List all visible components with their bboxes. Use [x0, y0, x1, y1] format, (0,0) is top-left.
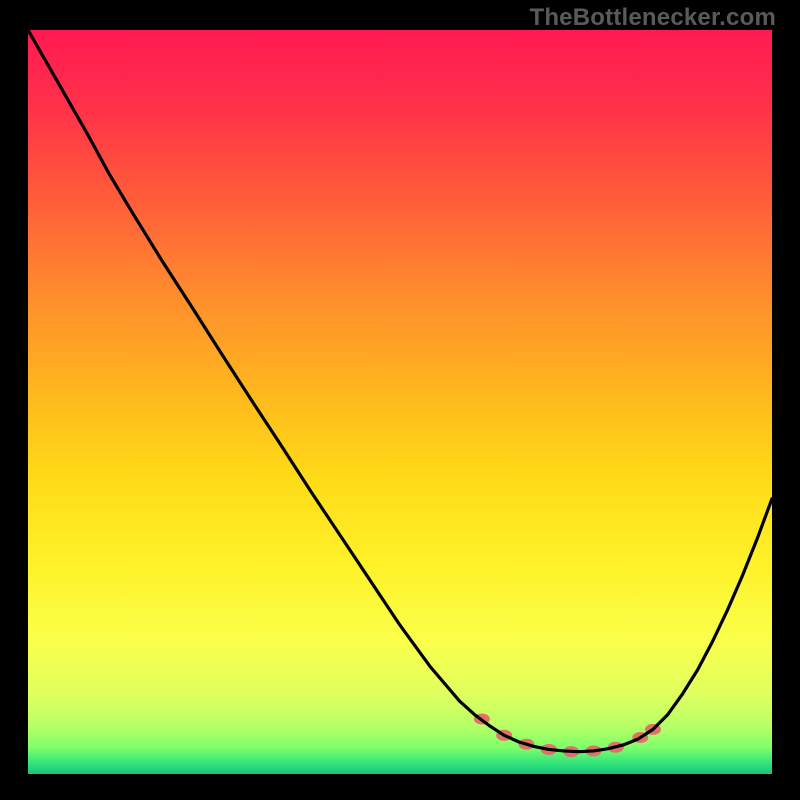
plot-area	[28, 30, 772, 774]
chart-frame: TheBottlenecker.com	[0, 0, 800, 800]
chart-overlay	[28, 30, 772, 774]
watermark-text: TheBottlenecker.com	[529, 4, 776, 32]
bottleneck-curve	[28, 30, 772, 752]
